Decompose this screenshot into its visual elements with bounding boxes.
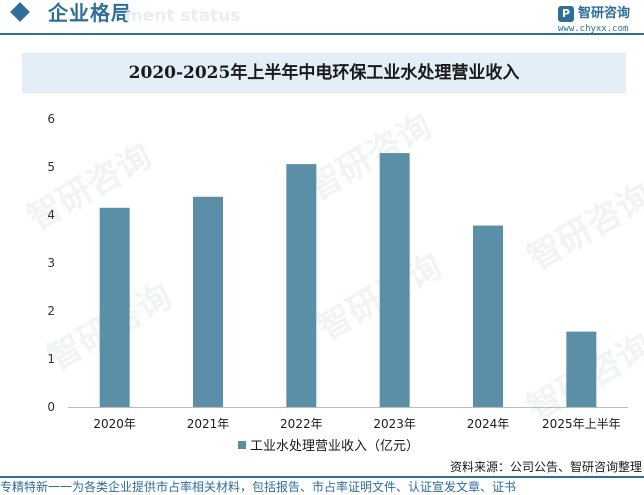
y-tick-label: 4 [47, 208, 55, 222]
brand: P 智研咨询 www.chyxx.com [558, 4, 642, 34]
legend-label: 工业水处理营业收入（亿元） [250, 439, 419, 454]
y-tick-label: 6 [47, 112, 55, 126]
y-tick-label: 2 [47, 304, 55, 318]
x-tick-label: 2023年 [373, 417, 416, 431]
brand-url: www.chyxx.com [558, 24, 629, 34]
brand-logo-icon: P [558, 6, 574, 22]
x-tick-label: 2020年 [93, 417, 136, 431]
bar [99, 207, 130, 407]
y-tick-label: 0 [47, 400, 55, 414]
y-tick-label: 5 [47, 160, 55, 174]
y-tick-label: 3 [47, 256, 55, 270]
source-note: 资料来源：公司公告、智研咨询整理 [449, 460, 642, 474]
header: 企业格局 ment status P 智研咨询 www.chyxx.com [0, 0, 644, 40]
bar [566, 331, 597, 407]
chart-title: 2020-2025年上半年中电环保工业水处理营业收入 [128, 63, 520, 83]
x-tick-label: 2025年上半年 [542, 417, 621, 431]
brand-name: 智研咨询 [578, 6, 631, 21]
chart-title-bar: 2020-2025年上半年中电环保工业水处理营业收入 [22, 53, 626, 93]
header-title: 企业格局 [48, 1, 132, 25]
bar [193, 196, 223, 407]
header-ghost-text: ment status [125, 6, 241, 26]
bar [473, 225, 503, 407]
header-divider [0, 33, 644, 35]
footer-text: 专精特新一一为各类企业提供市占率相关材料，包括报告、市占率证明文件、认证宣发文章… [0, 480, 517, 494]
bar [286, 164, 317, 407]
x-tick-label: 2022年 [280, 417, 323, 431]
y-tick-label: 1 [47, 352, 55, 366]
bar [379, 153, 410, 407]
legend-swatch [238, 441, 246, 449]
footer-divider [0, 476, 644, 478]
x-tick-label: 2024年 [467, 417, 510, 431]
x-tick-label: 2021年 [187, 417, 230, 431]
